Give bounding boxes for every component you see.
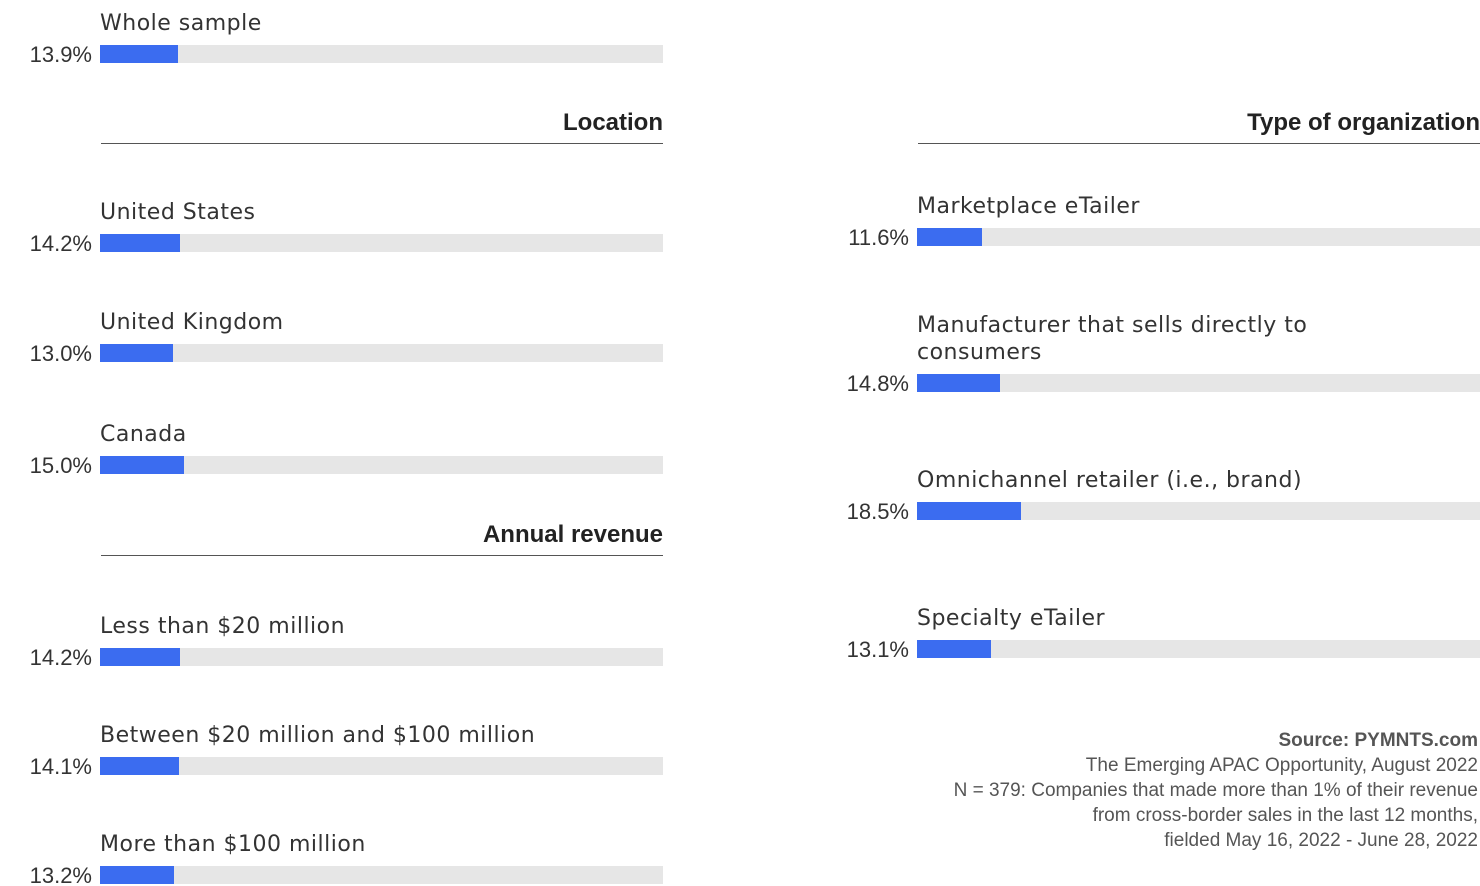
bar-track <box>100 344 663 362</box>
category-label: Whole sample <box>100 11 262 36</box>
note-line: N = 379: Companies that made more than 1… <box>953 780 1478 801</box>
category-label: Manufacturer that sells directly to cons… <box>917 313 1308 365</box>
bar-track <box>100 648 663 666</box>
bar <box>917 502 1022 520</box>
value-label: 13.0% <box>29 341 92 366</box>
category-label: Canada <box>100 422 187 447</box>
section-rule <box>101 555 663 556</box>
bar-track <box>100 757 663 775</box>
note-line: from cross-border sales in the last 12 m… <box>1092 805 1478 826</box>
bar <box>100 456 185 474</box>
section-title: Annual revenue <box>482 521 663 548</box>
bar-track <box>917 374 1480 392</box>
bar-track <box>100 45 663 63</box>
bar <box>100 648 180 666</box>
category-label: Less than $20 million <box>100 614 346 639</box>
category-label: Specialty eTailer <box>917 606 1106 631</box>
bar <box>100 344 174 362</box>
bar <box>917 374 1001 392</box>
value-label: 13.1% <box>846 637 909 662</box>
bar-track <box>100 234 663 252</box>
value-label: 13.9% <box>29 42 92 67</box>
note-line: fielded May 16, 2022 - June 28, 2022 <box>1164 830 1478 851</box>
section-title: Location <box>563 109 663 136</box>
value-label: 13.2% <box>29 863 92 886</box>
value-label: 14.1% <box>29 754 92 779</box>
bar-track <box>917 228 1480 246</box>
section-rule <box>918 143 1480 144</box>
value-label: 14.2% <box>29 645 92 670</box>
category-label: Omnichannel retailer (i.e., brand) <box>917 468 1303 493</box>
category-label: United States <box>100 200 256 225</box>
value-label: 14.2% <box>29 231 92 256</box>
bar <box>100 757 180 775</box>
bar-track <box>917 640 1480 658</box>
note-line: The Emerging APAC Opportunity, August 20… <box>1085 755 1478 776</box>
notes: The Emerging APAC Opportunity, August 20… <box>954 753 1478 853</box>
bar <box>917 640 991 658</box>
bar-track <box>100 866 663 884</box>
category-label: Marketplace eTailer <box>917 194 1140 219</box>
value-label: 11.6% <box>848 225 909 250</box>
category-label: United Kingdom <box>100 310 284 335</box>
value-label: 18.5% <box>846 499 909 524</box>
footer: Source: PYMNTS.com The Emerging APAC Opp… <box>954 728 1478 853</box>
bar <box>917 228 983 246</box>
bar <box>100 45 179 63</box>
category-label: More than $100 million <box>100 832 366 857</box>
bar-track <box>917 502 1480 520</box>
value-label: 14.8% <box>846 371 909 396</box>
value-label: 15.0% <box>29 453 92 478</box>
bar <box>100 234 180 252</box>
section-title: Type of organization <box>1247 109 1480 136</box>
source: Source: PYMNTS.com <box>1278 730 1478 751</box>
category-label: Between $20 million and $100 million <box>100 723 536 748</box>
section-rule <box>101 143 663 144</box>
bar-track <box>100 456 663 474</box>
bar <box>100 866 175 884</box>
